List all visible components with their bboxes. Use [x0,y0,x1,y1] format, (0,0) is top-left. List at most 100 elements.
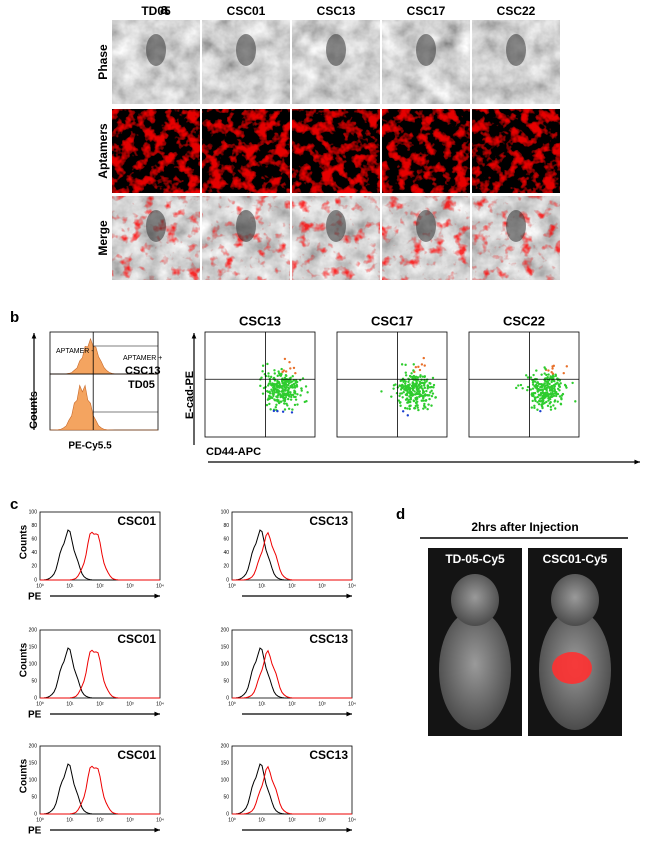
scatter-dot [529,388,533,391]
scatter-dot [287,386,290,389]
scatter-dot [275,398,279,402]
scatter-dot [306,391,309,394]
scatter-dot [408,388,412,392]
scatter-dot [422,407,425,410]
scatter-dot [536,395,539,399]
scatter-dot [282,399,285,402]
column-label: TD05 [141,4,171,18]
scatter-dot [428,386,432,389]
sample-label: CSC13 [309,632,348,646]
arrow-head [31,333,37,339]
scatter-dot [561,392,565,396]
y-tick-label: 100 [29,661,38,667]
scatter-dot [276,396,279,399]
panel-label: d [396,506,405,523]
scatter-dot [533,406,536,410]
scatter-dot [531,387,535,390]
scatter-dot [286,404,289,407]
y-tick-label: 50 [223,678,229,684]
scatter-dot [284,379,288,382]
scatter-dot [275,391,279,394]
scatter-dot [546,404,550,408]
scatter-dot [556,387,560,391]
y-tick-label: 0 [226,811,229,817]
cell-cluster [416,34,436,66]
x-tick-label: 10⁰ [228,583,236,589]
scatter-dot [390,395,393,398]
scatter-dot [399,404,402,407]
scatter-dot [409,396,413,399]
scatter-dot [551,385,554,388]
histogram-curve [231,763,352,815]
scatter-title: CSC13 [239,313,281,328]
scatter-dot [430,389,433,393]
axis-label: PE [28,710,42,721]
scatter-dot [402,391,405,394]
scatter-dot [531,383,535,386]
scatter-dot [411,388,415,392]
scatter-dot [533,391,537,395]
scatter-dot [547,373,550,376]
x-tick-label: 10¹ [66,817,74,823]
scatter-dot [416,387,419,391]
scatter-dot [406,388,409,391]
scatter-dot [413,407,417,410]
x-tick-label: 10⁴ [348,701,356,707]
x-tick-label: 10⁴ [156,817,164,823]
scatter-dot [539,397,542,400]
scatter-dot [267,390,271,394]
scatter-dot [397,399,401,402]
scatter-dot [533,404,536,408]
scatter-dot [556,400,559,403]
y-tick-label: 150 [221,760,230,766]
scatter-dot [409,400,412,404]
scatter-dot [269,408,272,411]
y-tick-label: 150 [29,760,38,766]
scatter-dot [546,382,549,385]
scatter-dot [418,368,422,372]
scatter-dot [416,392,420,396]
scatter-dot [296,393,299,396]
scatter-dot [554,407,557,410]
scatter-dot [273,391,277,394]
scatter-dot [534,383,538,387]
scatter-dot [536,401,539,404]
scatter-dot [421,389,425,392]
scatter-dot [526,376,530,379]
y-tick-label: 100 [29,777,38,783]
x-tick-label: 10² [288,701,296,707]
scatter-dot [414,384,417,387]
scatter-dot [560,398,563,401]
mouse-body [439,610,511,730]
scatter-title: CSC22 [503,313,545,328]
panel-label: a [160,1,169,18]
scatter-dot [549,405,553,409]
cell-cluster [236,210,256,242]
histogram-curve [39,763,160,815]
scatter-dot [515,386,518,390]
scatter-dot [552,404,555,407]
arrow-head [346,827,352,833]
arrow-head [154,827,160,833]
scatter-dot [288,360,291,364]
scatter-dot [405,393,409,397]
arrow-head [346,593,352,599]
cell-cluster [146,210,166,242]
cell-cluster [326,34,346,66]
x-tick-label: 10⁴ [156,583,164,589]
scatter-dot [408,386,412,390]
scatter-dot [290,393,293,397]
scatter-dot [291,408,294,411]
scatter-dot [404,384,407,388]
x-tick-label: 10³ [126,817,134,823]
x-tick-label: 10³ [318,701,326,707]
scatter-dot [517,384,520,387]
histogram-curve [40,531,160,581]
scatter-dot [541,398,545,401]
scatter-dot [550,370,553,374]
scatter-dot [281,390,284,393]
scatter-dot [543,387,547,390]
scatter-dot [412,363,415,366]
scatter-dot [540,373,543,376]
